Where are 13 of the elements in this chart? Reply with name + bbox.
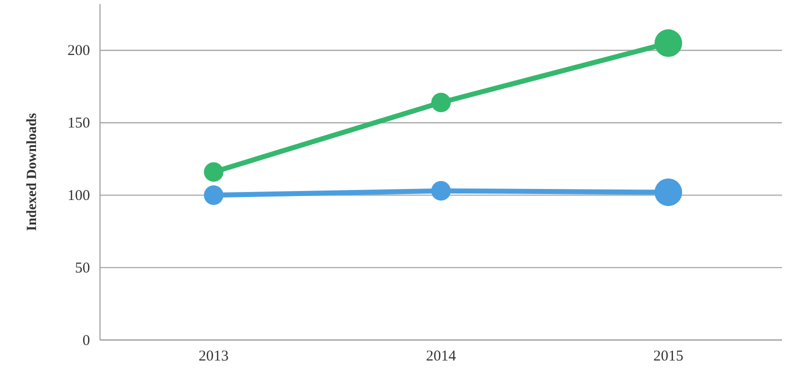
y-tick-label: 100 [68, 188, 90, 204]
x-tick-label: 2013 [198, 348, 229, 365]
x-tick-label: 2014 [426, 348, 456, 365]
point [431, 181, 451, 201]
x-tick-label: 2015 [653, 348, 684, 365]
y-tick-label: 200 [68, 43, 90, 60]
y-axis-title: Indexed Downloads [25, 112, 40, 231]
y-tick-label: 50 [75, 260, 90, 276]
point [204, 185, 224, 205]
y-tick-label: 0 [82, 332, 90, 349]
y-tick-label: 150 [68, 116, 90, 132]
point [204, 162, 224, 182]
point [431, 92, 451, 112]
